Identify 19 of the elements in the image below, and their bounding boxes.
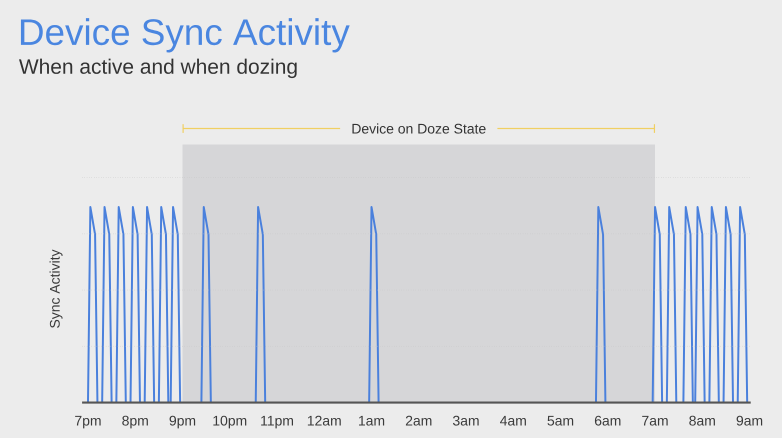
y-axis-title: Sync Activity <box>50 249 63 328</box>
x-tick-label: 9am <box>736 416 762 426</box>
band-label: Device on Doze State <box>352 123 486 134</box>
x-tick-label: 8am <box>689 416 715 426</box>
x-tick-label: 12am <box>308 416 341 426</box>
x-tick-label: 1am <box>359 416 384 426</box>
x-tick-label: 2am <box>406 416 432 426</box>
x-tick-label: 4am <box>500 416 526 426</box>
x-tick-label: 10pm <box>213 416 246 428</box>
x-tick-label: 7pm <box>75 416 101 428</box>
x-tick-label: 9pm <box>170 416 196 428</box>
x-tick-label: 3am <box>452 416 479 426</box>
x-tick-label: 11pm <box>261 416 294 428</box>
x-tick-label: 7am <box>642 416 668 426</box>
x-tick-label: 5am <box>548 416 574 426</box>
chart-subtitle: When active and when dozing <box>19 58 297 78</box>
x-tick-label: 8pm <box>122 416 148 428</box>
x-tick-label: 6am <box>594 416 620 426</box>
chart-title: Device Sync Activity <box>20 18 350 52</box>
